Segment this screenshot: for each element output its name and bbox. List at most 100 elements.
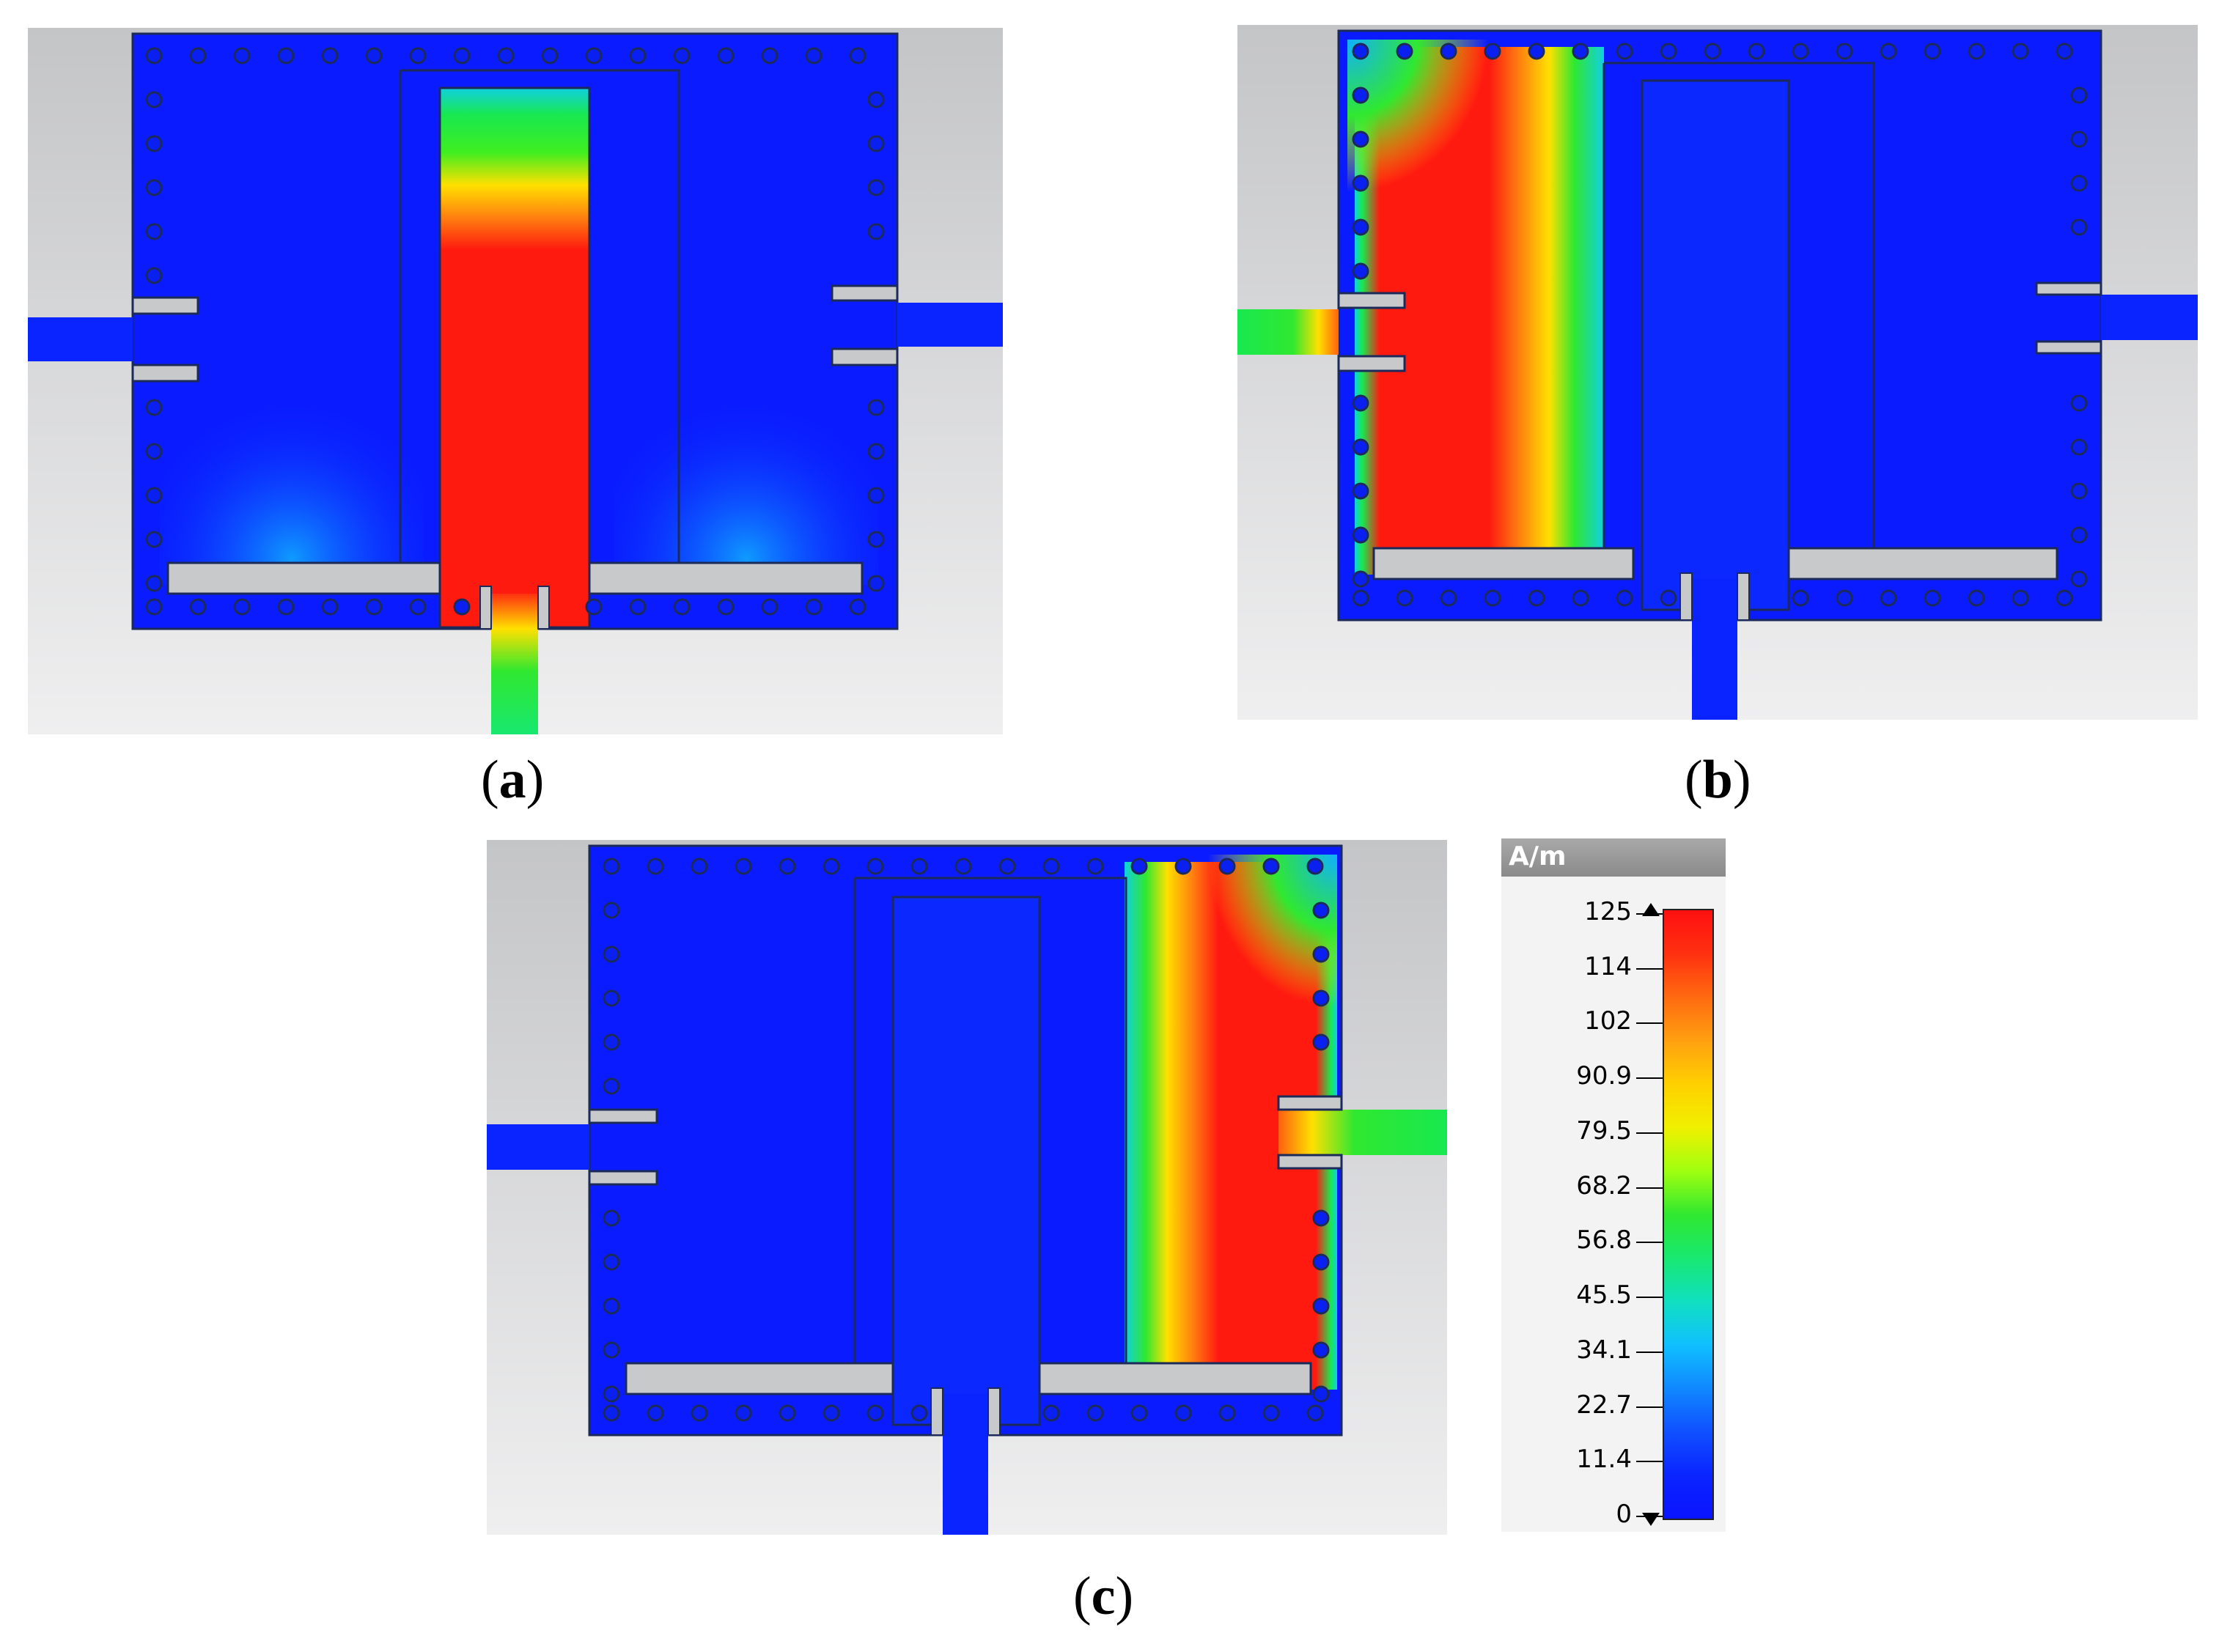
via-hole	[1528, 43, 1545, 60]
via-hole	[849, 598, 866, 616]
caption-b-letter: b	[1702, 750, 1733, 810]
via-hole	[1312, 945, 1330, 963]
via-hole	[603, 1077, 620, 1095]
via-hole	[603, 1341, 620, 1359]
via-hole	[1880, 43, 1897, 60]
via-hole	[189, 598, 207, 616]
central-resonator	[1641, 79, 1790, 611]
via-hole	[1572, 589, 1589, 607]
input-feedline	[28, 317, 133, 361]
via-hole	[867, 487, 885, 504]
via-hole	[1660, 43, 1677, 60]
via-hole	[1086, 1404, 1104, 1422]
via-hole	[1352, 526, 1369, 544]
via-hole	[629, 598, 647, 616]
via-hole	[145, 575, 163, 592]
via-hole	[277, 47, 295, 64]
via-hole	[1396, 589, 1413, 607]
via-hole	[1312, 1341, 1330, 1359]
via-hole	[1352, 262, 1369, 280]
via-hole	[1484, 589, 1501, 607]
via-hole	[2070, 438, 2088, 456]
via-hole	[691, 1404, 708, 1422]
via-hole	[717, 47, 735, 64]
via-hole	[1312, 1297, 1330, 1315]
via-hole	[409, 598, 427, 616]
via-hole	[1312, 989, 1330, 1007]
legend-header: A/m	[1501, 838, 1726, 877]
via-hole	[145, 135, 163, 152]
via-hole	[1352, 43, 1369, 60]
via-hole	[1130, 1404, 1148, 1422]
via-hole	[2070, 482, 2088, 500]
via-hole	[2070, 130, 2088, 148]
legend-tick-mark	[1636, 1351, 1663, 1353]
via-hole	[497, 47, 515, 64]
legend-tick-mark	[1636, 1461, 1663, 1463]
via-hole	[867, 91, 885, 108]
via-hole	[145, 267, 163, 284]
up-triangle-icon	[1642, 903, 1660, 916]
output-feedline	[2101, 295, 2198, 340]
via-hole	[673, 598, 691, 616]
via-hole	[2070, 526, 2088, 544]
field-glow-left	[160, 321, 424, 585]
left-corner-field	[1347, 40, 1523, 230]
via-hole	[145, 223, 163, 240]
via-hole	[1312, 1253, 1330, 1271]
via-hole	[1748, 43, 1765, 60]
via-hole	[145, 91, 163, 108]
central-resonator	[891, 896, 1041, 1426]
via-hole	[1262, 858, 1280, 875]
via-hole	[1352, 218, 1369, 236]
legend-tick-mark	[1636, 1077, 1663, 1080]
via-hole	[805, 47, 823, 64]
via-hole	[761, 598, 779, 616]
via-hole	[2070, 86, 2088, 104]
caption-a-letter: a	[498, 750, 526, 810]
via-hole	[365, 47, 383, 64]
output-feed-gap	[1277, 1095, 1343, 1170]
via-hole	[866, 1404, 884, 1422]
via-hole	[1660, 589, 1677, 607]
via-hole	[145, 598, 163, 616]
legend-tick-mark	[1636, 1297, 1663, 1299]
via-hole	[867, 179, 885, 196]
legend-tick-label: 90.9	[1576, 1061, 1632, 1091]
right-corner-field	[1176, 855, 1337, 1045]
via-hole	[1312, 1209, 1330, 1227]
legend-tick-label: 11.4	[1576, 1445, 1632, 1475]
input-feed-gap	[131, 296, 199, 383]
via-hole	[1174, 858, 1192, 875]
via-hole	[867, 135, 885, 152]
caption-a: (a)	[481, 750, 545, 810]
bottom-feed-gap	[1679, 572, 1750, 621]
via-hole	[1968, 589, 1985, 607]
via-hole	[603, 1297, 620, 1315]
via-hole	[233, 47, 251, 64]
via-row	[1352, 43, 2088, 607]
coupling-slot	[625, 877, 1312, 1395]
via-hole	[1312, 1385, 1330, 1403]
via-hole	[1042, 858, 1060, 875]
color-scale-bar	[1663, 909, 1714, 1520]
bottom-feed-gap	[479, 586, 550, 630]
via-hole	[1440, 43, 1457, 60]
legend-tick-label: 56.8	[1576, 1225, 1632, 1255]
via-hole	[603, 1033, 620, 1051]
via-hole	[717, 598, 735, 616]
via-hole	[1616, 43, 1633, 60]
central-resonator	[438, 86, 591, 629]
via-hole	[2070, 218, 2088, 236]
via-hole	[1792, 589, 1809, 607]
via-hole	[145, 531, 163, 548]
via-hole	[145, 443, 163, 460]
via-hole	[1312, 901, 1330, 919]
via-hole	[2012, 43, 2029, 60]
via-hole	[673, 47, 691, 64]
via-hole	[823, 858, 840, 875]
via-hole	[735, 858, 752, 875]
via-hole	[585, 47, 603, 64]
output-feedline	[897, 303, 1003, 347]
via-hole	[1306, 1404, 1324, 1422]
